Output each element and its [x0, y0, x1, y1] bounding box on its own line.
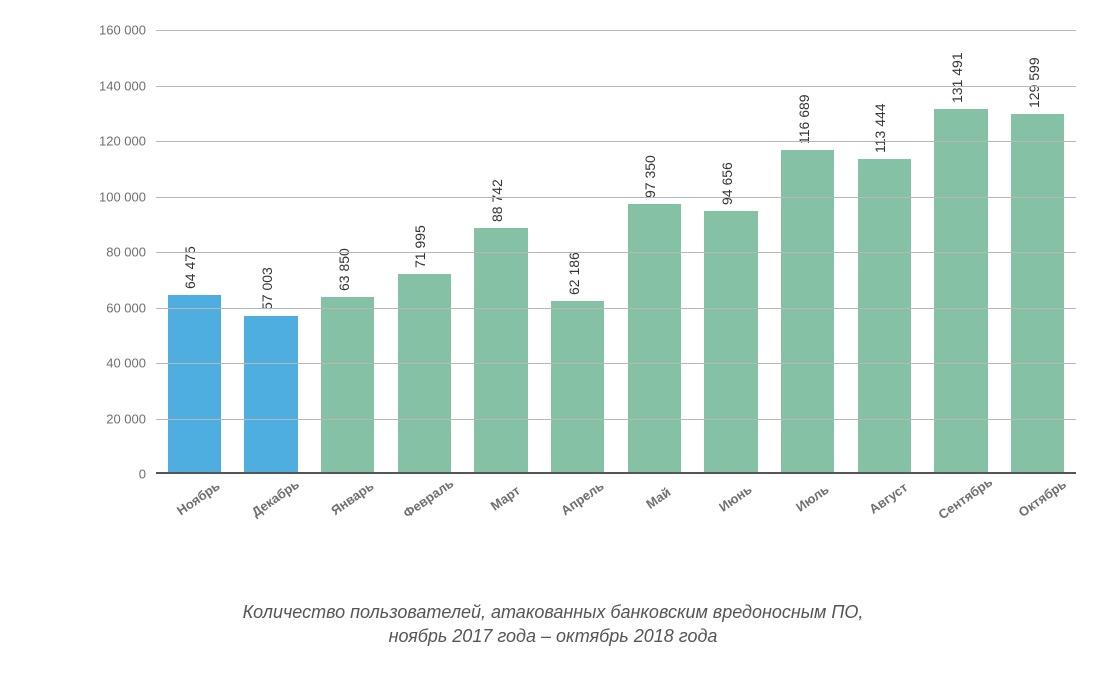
y-tick-label: 20 000 [106, 411, 156, 426]
gridline [156, 252, 1076, 253]
x-axis-line [156, 472, 1076, 474]
gridline [156, 141, 1076, 142]
x-tick-label: Июнь [716, 482, 754, 515]
bar: 71 995 [398, 274, 452, 474]
y-tick-label: 160 000 [99, 23, 156, 38]
bar-value-label: 113 444 [872, 104, 888, 154]
plot-area: 64 475 57 003 63 850 71 995 88 742 62 186 97 3… [156, 30, 1076, 474]
bar: 88 742 [474, 228, 528, 474]
caption-line-1: Количество пользователей, атакованных ба… [243, 602, 864, 622]
bar: 63 850 [321, 297, 375, 474]
bar-value-label: 57 003 [259, 267, 275, 310]
bar-chart: 64 475 57 003 63 850 71 995 88 742 62 186 97 3… [156, 30, 1076, 474]
y-tick-label: 100 000 [99, 189, 156, 204]
bar: 97 350 [628, 204, 682, 474]
bar-value-label: 71 995 [412, 225, 428, 268]
gridline [156, 363, 1076, 364]
chart-caption: Количество пользователей, атакованных ба… [0, 600, 1106, 649]
gridline [156, 308, 1076, 309]
gridline [156, 30, 1076, 31]
x-tick-label: Май [644, 484, 674, 511]
bar-value-label: 129 599 [1026, 58, 1042, 109]
y-tick-label: 120 000 [99, 134, 156, 149]
x-tick-label: Февраль [401, 475, 457, 520]
bar: 94 656 [704, 211, 758, 474]
x-tick-label: Декабрь [249, 476, 302, 519]
x-tick-label: Август [867, 480, 911, 517]
gridline [156, 419, 1076, 420]
x-tick-label: Апрель [558, 478, 606, 518]
caption-line-2: ноябрь 2017 года – октябрь 2018 года [389, 626, 718, 646]
x-tick-label: Ноябрь [174, 478, 223, 518]
bar-value-label: 88 742 [489, 179, 505, 222]
x-tick-label: Январь [328, 478, 376, 518]
gridline [156, 197, 1076, 198]
x-tick-label: Сентябрь [935, 474, 995, 522]
bar: 116 689 [781, 150, 835, 474]
bar-value-label: 63 850 [336, 248, 352, 291]
y-tick-label: 40 000 [106, 356, 156, 371]
bar: 113 444 [858, 159, 912, 474]
bar-value-label: 94 656 [719, 163, 735, 206]
y-tick-label: 60 000 [106, 300, 156, 315]
bar: 57 003 [244, 316, 298, 474]
bar-value-label: 116 689 [796, 95, 812, 145]
y-tick-label: 0 [139, 467, 156, 482]
x-tick-label: Июль [793, 482, 831, 515]
y-tick-label: 140 000 [99, 78, 156, 93]
bar: 64 475 [168, 295, 222, 474]
x-tick-label: Октябрь [1015, 476, 1068, 520]
page: 64 475 57 003 63 850 71 995 88 742 62 186 97 3… [0, 0, 1106, 679]
bar-value-label: 97 350 [642, 155, 658, 198]
x-tick-label: Март [488, 483, 523, 514]
gridline [156, 86, 1076, 87]
bar-value-label: 131 491 [949, 53, 965, 104]
bar-value-label: 62 186 [566, 253, 582, 296]
bar: 129 599 [1011, 114, 1065, 474]
y-tick-label: 80 000 [106, 245, 156, 260]
bar: 62 186 [551, 301, 605, 474]
